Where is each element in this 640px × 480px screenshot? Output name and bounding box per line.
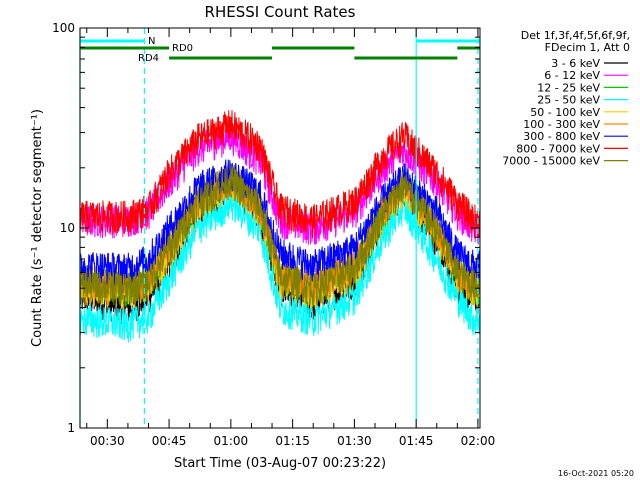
footer-timestamp: 16-Oct-2021 05:20 xyxy=(558,469,634,478)
legend-entry-label: 25 - 50 keV xyxy=(537,94,600,107)
legend: Det 1f,3f,4f,5f,6f,9f, FDecim 1, Att 0 3… xyxy=(502,29,630,168)
night-label: N xyxy=(148,36,155,47)
legend-entry-label: 6 - 12 keV xyxy=(544,69,600,82)
legend-entry-label: 50 - 100 keV xyxy=(530,106,600,119)
data-series-group xyxy=(80,110,480,343)
y-tick-label: 100 xyxy=(52,21,75,35)
series-line-8 xyxy=(80,110,480,239)
x-tick-label: 00:30 xyxy=(90,434,125,448)
x-tick-label: 01:00 xyxy=(214,434,249,448)
series-line-7 xyxy=(80,159,480,287)
axis-ticks: 1 10 100 00:30 00:45 01:00 01:15 01:30 01:45 02:0… xyxy=(52,21,495,448)
rd4-label: RD4 xyxy=(138,53,159,64)
legend-entry-label: 7000 - 15000 keV xyxy=(502,155,600,168)
legend-header-line2: FDecim 1, Att 0 xyxy=(545,41,630,54)
legend-entry-label: 300 - 800 keV xyxy=(523,130,600,143)
legend-entry-label: 800 - 7000 keV xyxy=(516,142,600,155)
rd0-label: RD0 xyxy=(172,43,193,54)
legend-entry-label: 100 - 300 keV xyxy=(523,118,600,131)
legend-entry-label: 12 - 25 keV xyxy=(537,81,600,94)
x-axis-label: Start Time (03-Aug-07 00:23:22) xyxy=(174,456,386,471)
chart-title: RHESSI Count Rates xyxy=(205,3,356,21)
x-tick-label: 01:30 xyxy=(337,434,372,448)
x-tick-label: 02:00 xyxy=(461,434,496,448)
series-line-9 xyxy=(80,164,480,306)
legend-entry-label: 3 - 6 keV xyxy=(551,57,600,70)
x-tick-label: 00:45 xyxy=(152,434,187,448)
x-tick-label: 01:15 xyxy=(275,434,310,448)
y-tick-label: 10 xyxy=(60,221,75,235)
x-tick-label: 01:45 xyxy=(399,434,434,448)
series-line-4 xyxy=(80,188,480,343)
y-axis-label: Count Rate (s⁻¹ detector segment⁻¹) xyxy=(30,109,45,347)
y-tick-label: 1 xyxy=(67,421,75,435)
legend-header-line1: Det 1f,3f,4f,5f,6f,9f, xyxy=(521,29,630,42)
plot-area: N RD0 RD4 xyxy=(79,27,481,429)
